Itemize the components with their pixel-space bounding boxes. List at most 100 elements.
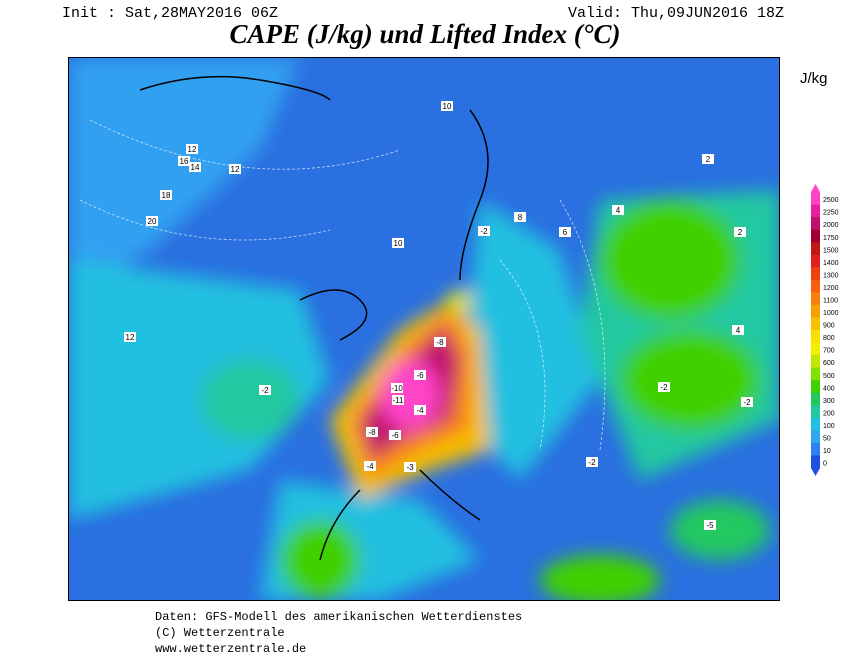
- contour-label: -8: [368, 428, 376, 437]
- colorbar-swatch: [811, 442, 820, 456]
- contour-label: 4: [736, 326, 741, 335]
- contour-label: -10: [391, 384, 403, 393]
- colorbar-swatch: [811, 430, 820, 444]
- contour-label: -4: [416, 406, 424, 415]
- colorbar-swatch: [811, 292, 820, 306]
- colorbar-label: 400: [823, 385, 835, 392]
- colorbar-swatch: [811, 330, 820, 344]
- contour-label-box: [414, 405, 426, 415]
- colorbar-swatch: [811, 204, 820, 218]
- colorbar-swatch: [811, 342, 820, 356]
- init-time: Init : Sat,28MAY2016 06Z: [62, 5, 278, 22]
- colorbar-label: 500: [823, 373, 835, 380]
- colorbar-label: 800: [823, 335, 835, 342]
- contour-label: 16: [180, 157, 189, 166]
- contour-label: 10: [394, 239, 403, 248]
- contour-label: -3: [406, 463, 414, 472]
- footer-source: Daten: GFS-Modell des amerikanischen Wet…: [155, 610, 522, 624]
- contour-label-box: [612, 205, 624, 215]
- colorbar-swatch: [811, 242, 820, 256]
- footer-copyright: (C) Wetterzentrale: [155, 626, 285, 640]
- colorbar-swatch: [811, 304, 820, 318]
- contour-label: -2: [743, 398, 751, 407]
- contour-label: 12: [231, 165, 240, 174]
- colorbar-swatch: [811, 192, 820, 206]
- colorbar-label: 1400: [823, 260, 839, 267]
- colorbar-swatch: [811, 279, 820, 293]
- colorbar-label: 2250: [823, 210, 839, 217]
- contour-label-box: [441, 101, 453, 111]
- contour-label-box: [178, 156, 190, 166]
- colorbar-swatch: [811, 417, 820, 431]
- contour-label-box: [704, 520, 716, 530]
- contour-label-box: [366, 427, 378, 437]
- contour-label-box: [364, 461, 376, 471]
- contour-label: 10: [443, 102, 452, 111]
- contour-label-box: [160, 190, 172, 200]
- contour-label: 6: [563, 228, 568, 237]
- valid-time: Valid: Thu,09JUN2016 18Z: [568, 5, 784, 22]
- contour-label: 14: [191, 163, 200, 172]
- contour-label-box: [392, 395, 404, 405]
- colorbar-label: 2500: [823, 197, 839, 204]
- contour-label-box: [146, 216, 158, 226]
- contour-label: 20: [148, 217, 157, 226]
- colorbar-arrow: [811, 468, 820, 476]
- contour-label: 18: [162, 191, 171, 200]
- colorbar-label: 1500: [823, 247, 839, 254]
- colorbar-swatch: [811, 254, 820, 268]
- colorbar-label: 1000: [823, 310, 839, 317]
- contour-label-box: [189, 162, 201, 172]
- colorbar-swatch: [811, 380, 820, 394]
- colorbar-label: 50: [823, 435, 831, 442]
- contour-label-box: [414, 370, 426, 380]
- contour-label-box: [124, 332, 136, 342]
- contour-label: -11: [393, 396, 405, 405]
- contour-label-box: [186, 144, 198, 154]
- contour-label: 12: [126, 333, 135, 342]
- contour-label: -6: [416, 371, 424, 380]
- contour-label-box: [559, 227, 571, 237]
- colorbar-label: 900: [823, 323, 835, 330]
- colorbar-label: 100: [823, 423, 835, 430]
- contour-label: 8: [518, 213, 523, 222]
- colorbar-label: 1300: [823, 272, 839, 279]
- contour-label-box: [404, 462, 416, 472]
- colorbar-label: 300: [823, 398, 835, 405]
- contour-label-box: [732, 325, 744, 335]
- contour-label-box: [229, 164, 241, 174]
- title: CAPE (J/kg) und Lifted Index (°C): [229, 19, 620, 49]
- contour-label-box: [658, 382, 670, 392]
- footer-url: www.wetterzentrale.de: [155, 642, 306, 656]
- contour-label-box: [734, 227, 746, 237]
- contour-label: 2: [738, 228, 743, 237]
- map-frame: [68, 57, 780, 601]
- contour-label: 2: [706, 155, 711, 164]
- colorbar-label: 200: [823, 410, 835, 417]
- colorbar-label: 600: [823, 360, 835, 367]
- colorbar-label: 1100: [823, 297, 838, 304]
- contour-label: 4: [616, 206, 621, 215]
- colorbar-swatch: [811, 405, 820, 419]
- contour-label: -4: [366, 462, 374, 471]
- contour-label-box: [434, 337, 446, 347]
- colorbar-swatch: [811, 217, 820, 231]
- colorbar-label: 2000: [823, 222, 839, 229]
- contour-label: -2: [261, 386, 269, 395]
- contour-label-box: [514, 212, 526, 222]
- contour-label: -8: [436, 338, 444, 347]
- contour-label: -2: [660, 383, 668, 392]
- contour-label-box: [391, 383, 403, 393]
- contour-label-box: [392, 238, 404, 248]
- colorbar-swatch: [811, 229, 820, 243]
- colorbar-label: 1750: [823, 235, 839, 242]
- colorbar-label: 10: [823, 448, 831, 455]
- contour-label: -2: [588, 458, 596, 467]
- colorbar-label: 1200: [823, 285, 839, 292]
- contour-label-box: [586, 457, 598, 467]
- colorbar-label: 700: [823, 348, 835, 355]
- colorbar-swatch: [811, 367, 820, 381]
- contour-label-box: [389, 430, 401, 440]
